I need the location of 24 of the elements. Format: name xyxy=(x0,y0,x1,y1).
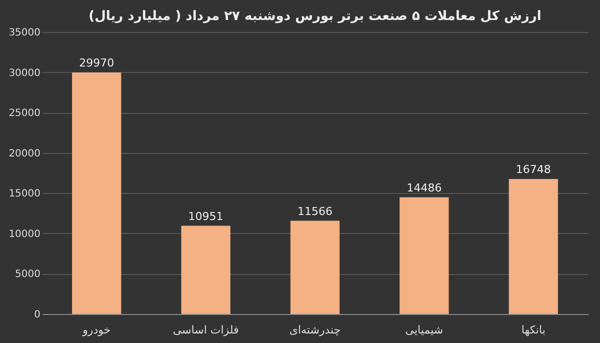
x-tick-label: خودرو xyxy=(82,324,111,336)
y-tick-label: 0 xyxy=(34,310,40,320)
chart-title: ارزش کل معاملات ۵ صنعت برتر بورس دوشنبه ۲۷ مرداد ( میلیارد ریال) xyxy=(88,9,542,24)
x-tick-label: چندرشته‌ای xyxy=(289,324,341,336)
bar xyxy=(72,72,122,314)
x-tick-label: بانکها xyxy=(521,324,546,336)
data-label: 11566 xyxy=(298,204,332,218)
y-tick-label: 25000 xyxy=(8,108,40,120)
y-tick-label: 20000 xyxy=(8,148,40,160)
bar xyxy=(290,220,340,314)
y-tick-label: 15000 xyxy=(8,188,40,200)
x-tick-label: شیمیایی xyxy=(405,324,444,336)
bar xyxy=(400,197,449,314)
bar xyxy=(508,179,558,314)
y-tick-label: 35000 xyxy=(8,28,40,38)
x-tick-label: فلزات اساسی xyxy=(172,324,239,336)
data-label: 14486 xyxy=(406,181,442,194)
y-tick-label: 10000 xyxy=(8,228,40,240)
y-tick-label: 5000 xyxy=(15,269,40,280)
bar xyxy=(181,226,230,314)
y-tick-label: 30000 xyxy=(8,68,40,79)
data-label: 16748 xyxy=(516,163,551,176)
data-label: 10951 xyxy=(188,210,224,223)
data-label: 29970 xyxy=(79,56,114,70)
